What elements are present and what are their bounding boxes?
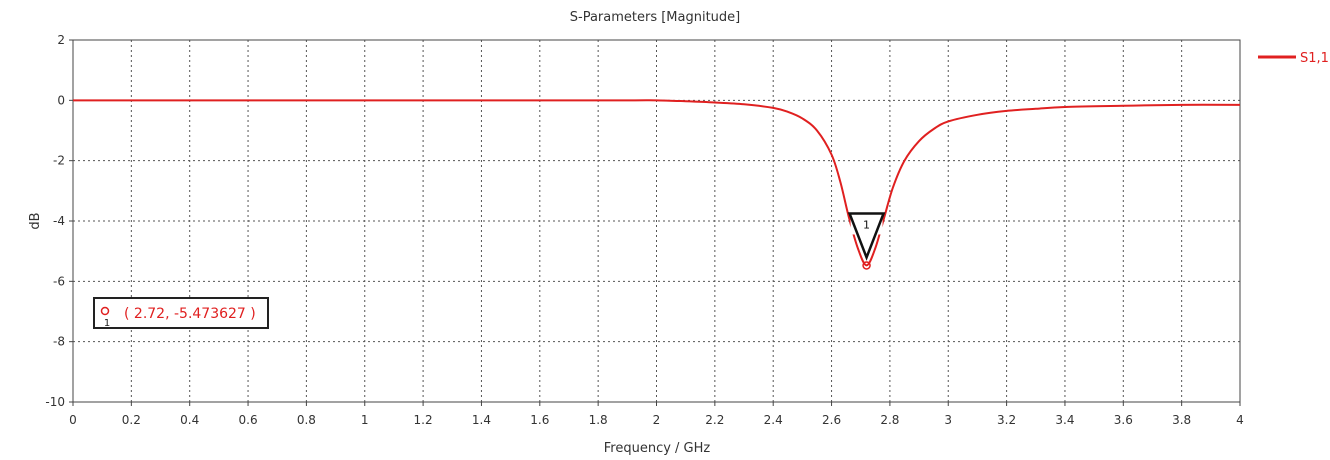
- marker-id-label: 1: [863, 218, 870, 231]
- x-axis-label: Frequency / GHz: [604, 441, 711, 456]
- x-tick-label: 4: [1236, 413, 1244, 427]
- marker-readout-box: [93, 297, 269, 329]
- x-ticks: 0 0.2 0.4 0.6 0.8 1 1.2 1.4 1.6 1.8 2 2.2 2.4 2.6 2.8 3…: [69, 402, 1244, 427]
- x-tick-label: 3.2: [997, 413, 1016, 427]
- series-group: [73, 99, 1241, 267]
- chart-title: S-Parameters [Magnitude]: [570, 10, 741, 25]
- x-tick-label: 1: [361, 413, 369, 427]
- x-tick-label: 3: [944, 413, 952, 427]
- series-line-s11: [73, 99, 1241, 267]
- x-tick-label: 0.2: [122, 413, 141, 427]
- x-tick-label: 2.6: [822, 413, 841, 427]
- x-tick-label: 1.4: [472, 413, 491, 427]
- x-tick-label: 2.8: [880, 413, 899, 427]
- y-tick-label: -2: [53, 154, 65, 168]
- marker-flag-bg: [850, 212, 883, 235]
- y-tick-label: -6: [53, 274, 65, 288]
- y-tick-label: -4: [53, 214, 65, 228]
- x-tick-label: 3.8: [1172, 413, 1191, 427]
- marker-readout-icon: [100, 306, 110, 316]
- legend: S1,1: [1258, 51, 1329, 66]
- x-tick-label: 1.2: [414, 413, 433, 427]
- marker-group: 1: [847, 212, 886, 270]
- marker-point: [862, 261, 871, 270]
- y-tick-label: 2: [57, 33, 65, 47]
- x-tick-label: 2.2: [705, 413, 724, 427]
- x-tick-label: 0.8: [297, 413, 316, 427]
- x-tick-label: 3.4: [1055, 413, 1074, 427]
- x-tick-label: 3.6: [1114, 413, 1133, 427]
- x-tick-label: 2.4: [764, 413, 783, 427]
- marker-readout: 1 ( 2.72, -5.473627 ): [93, 297, 269, 329]
- x-tick-label: 1.8: [589, 413, 608, 427]
- x-tick-label: 0.6: [239, 413, 258, 427]
- grid: [73, 40, 1240, 402]
- y-ticks: 2 0 -2 -4 -6 -8 -10: [45, 33, 73, 409]
- y-tick-label: -8: [53, 335, 65, 349]
- marker-readout-icon-id: 1: [104, 318, 110, 329]
- x-tick-label: 1.6: [530, 413, 549, 427]
- marker-triangle: [847, 212, 886, 261]
- x-tick-label: 0: [69, 413, 77, 427]
- legend-label-s11: S1,1: [1300, 51, 1329, 66]
- x-tick-label: 2: [653, 413, 661, 427]
- marker-readout-value: ( 2.72, -5.473627 ): [124, 306, 256, 322]
- y-tick-label: -10: [45, 395, 65, 409]
- y-axis-label: dB: [28, 212, 43, 229]
- y-tick-label: 0: [57, 93, 65, 107]
- x-tick-label: 0.4: [180, 413, 199, 427]
